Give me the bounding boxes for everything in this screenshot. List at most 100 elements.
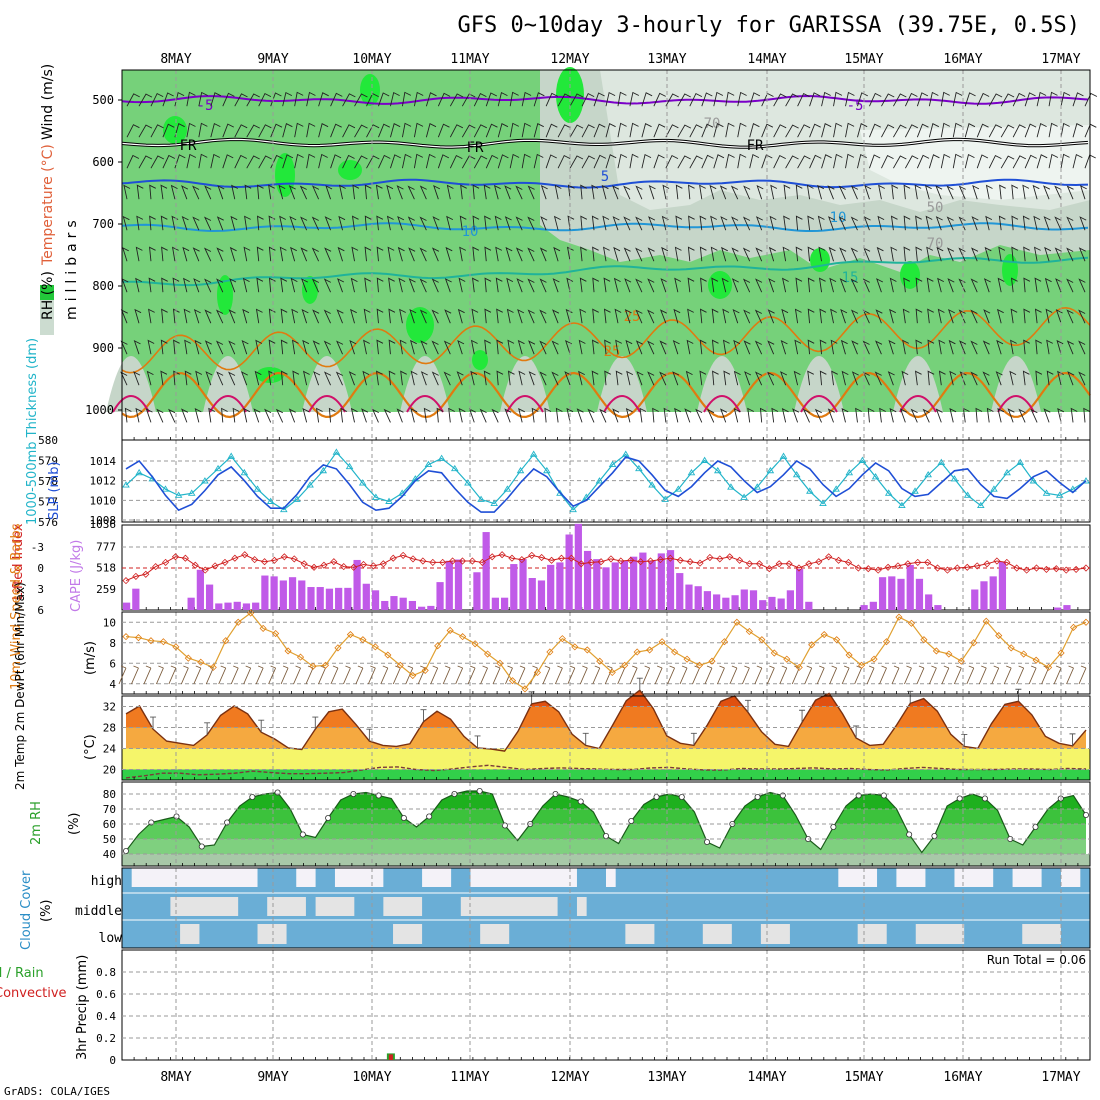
wind10m-barb xyxy=(816,665,825,685)
wind-barb xyxy=(700,277,707,293)
wind-barb xyxy=(795,277,803,293)
wind-barb xyxy=(323,309,331,324)
wind-barb xyxy=(1057,407,1065,423)
cape-bar xyxy=(187,597,195,610)
li-point xyxy=(864,565,872,573)
wind-barb xyxy=(647,371,655,386)
wind-barb xyxy=(539,309,547,324)
thickness-tick: 578 xyxy=(38,475,58,488)
li-point xyxy=(181,554,189,562)
thickness-point xyxy=(161,485,170,492)
wind-barb xyxy=(914,370,922,386)
wind-barb xyxy=(232,407,240,423)
wind-barb xyxy=(216,247,224,262)
wind-barb xyxy=(1035,370,1043,386)
cloud-clear-patch xyxy=(257,924,287,944)
wind-barb xyxy=(819,308,827,324)
rh-fill-90 xyxy=(360,74,380,106)
wind-barb xyxy=(493,184,501,200)
wind10m-barb xyxy=(592,665,601,685)
wind-barb xyxy=(555,407,563,423)
wind-barb xyxy=(773,154,786,169)
cloud-clear-patch xyxy=(1012,868,1042,887)
wind-barb xyxy=(851,340,859,355)
wind-barb xyxy=(431,340,439,355)
wind-barb xyxy=(246,124,260,138)
contour-label: FR xyxy=(747,138,764,154)
wind-barb xyxy=(688,184,695,200)
wind-barb xyxy=(294,153,304,169)
wind-barb xyxy=(722,308,730,324)
isotherm-30 xyxy=(121,371,1091,419)
wind-barb xyxy=(325,185,333,200)
wind-barb xyxy=(580,215,588,231)
wind10m-barb xyxy=(205,665,214,685)
rh-point xyxy=(678,794,685,801)
wind-barb xyxy=(170,184,178,200)
wind-barb xyxy=(444,278,452,293)
thickness-point xyxy=(806,487,814,494)
li-point xyxy=(498,551,506,559)
cape-bar xyxy=(381,600,389,610)
wind-barb xyxy=(311,278,320,293)
wind-barb xyxy=(809,154,822,169)
li-point xyxy=(637,558,645,566)
wind-speed-point xyxy=(296,653,305,661)
wind-barb xyxy=(339,184,346,200)
li-point xyxy=(280,553,288,561)
wind-barb xyxy=(528,340,536,355)
wind-barb xyxy=(215,340,224,355)
wind-speed-point xyxy=(346,630,354,639)
wind-barb xyxy=(1044,246,1052,262)
wind-barb xyxy=(578,370,585,386)
wind-barb xyxy=(833,122,843,138)
wind-barb xyxy=(515,185,523,200)
cape-bar xyxy=(335,587,343,610)
wind-barb xyxy=(253,408,261,423)
wind-barb xyxy=(893,155,907,169)
wind-barb xyxy=(456,371,464,386)
wind-barb xyxy=(795,215,803,231)
wind-barb xyxy=(198,153,208,169)
rh-point xyxy=(325,815,332,822)
cloud-clear-patch xyxy=(170,897,239,916)
wind-barb xyxy=(495,246,503,262)
wind-barb xyxy=(425,153,436,169)
wind-barb xyxy=(635,309,643,324)
wind-barb xyxy=(231,184,238,200)
wind-barb xyxy=(496,370,504,386)
cloud-clear-patch xyxy=(422,868,452,887)
wind-barb xyxy=(855,407,862,423)
wind-barb xyxy=(302,407,310,423)
wind-barb xyxy=(1078,278,1086,293)
thickness-point xyxy=(345,462,354,470)
wind-speed-point xyxy=(995,632,1003,640)
wind-barb xyxy=(291,339,299,355)
li-point xyxy=(488,553,496,561)
slp-line xyxy=(125,456,1087,513)
wind-barb xyxy=(1079,185,1087,200)
wind-barb xyxy=(964,92,976,107)
wind-barb xyxy=(1011,246,1019,262)
wind-barb xyxy=(569,124,584,138)
wind-barb xyxy=(150,155,165,169)
wind-barb xyxy=(949,407,957,423)
wind-barb xyxy=(780,371,788,386)
wind-barb xyxy=(376,277,384,293)
wind-barb xyxy=(324,247,332,262)
cape-bar xyxy=(777,598,785,610)
wind10m-barb xyxy=(567,665,576,685)
wind-tick: 6 xyxy=(109,657,116,670)
wind-barb xyxy=(663,407,671,423)
wind-barb xyxy=(509,153,520,169)
cape-bar xyxy=(795,568,804,610)
wind-barb xyxy=(280,370,288,386)
cloud-clear-patch xyxy=(267,897,306,916)
thickness-point xyxy=(779,452,788,459)
wind-barb xyxy=(545,123,558,138)
wind-barb xyxy=(544,407,552,423)
wind-barb xyxy=(614,308,622,324)
wind-barb xyxy=(504,216,512,231)
wind-barb xyxy=(881,93,895,107)
wind-barb xyxy=(243,407,251,423)
